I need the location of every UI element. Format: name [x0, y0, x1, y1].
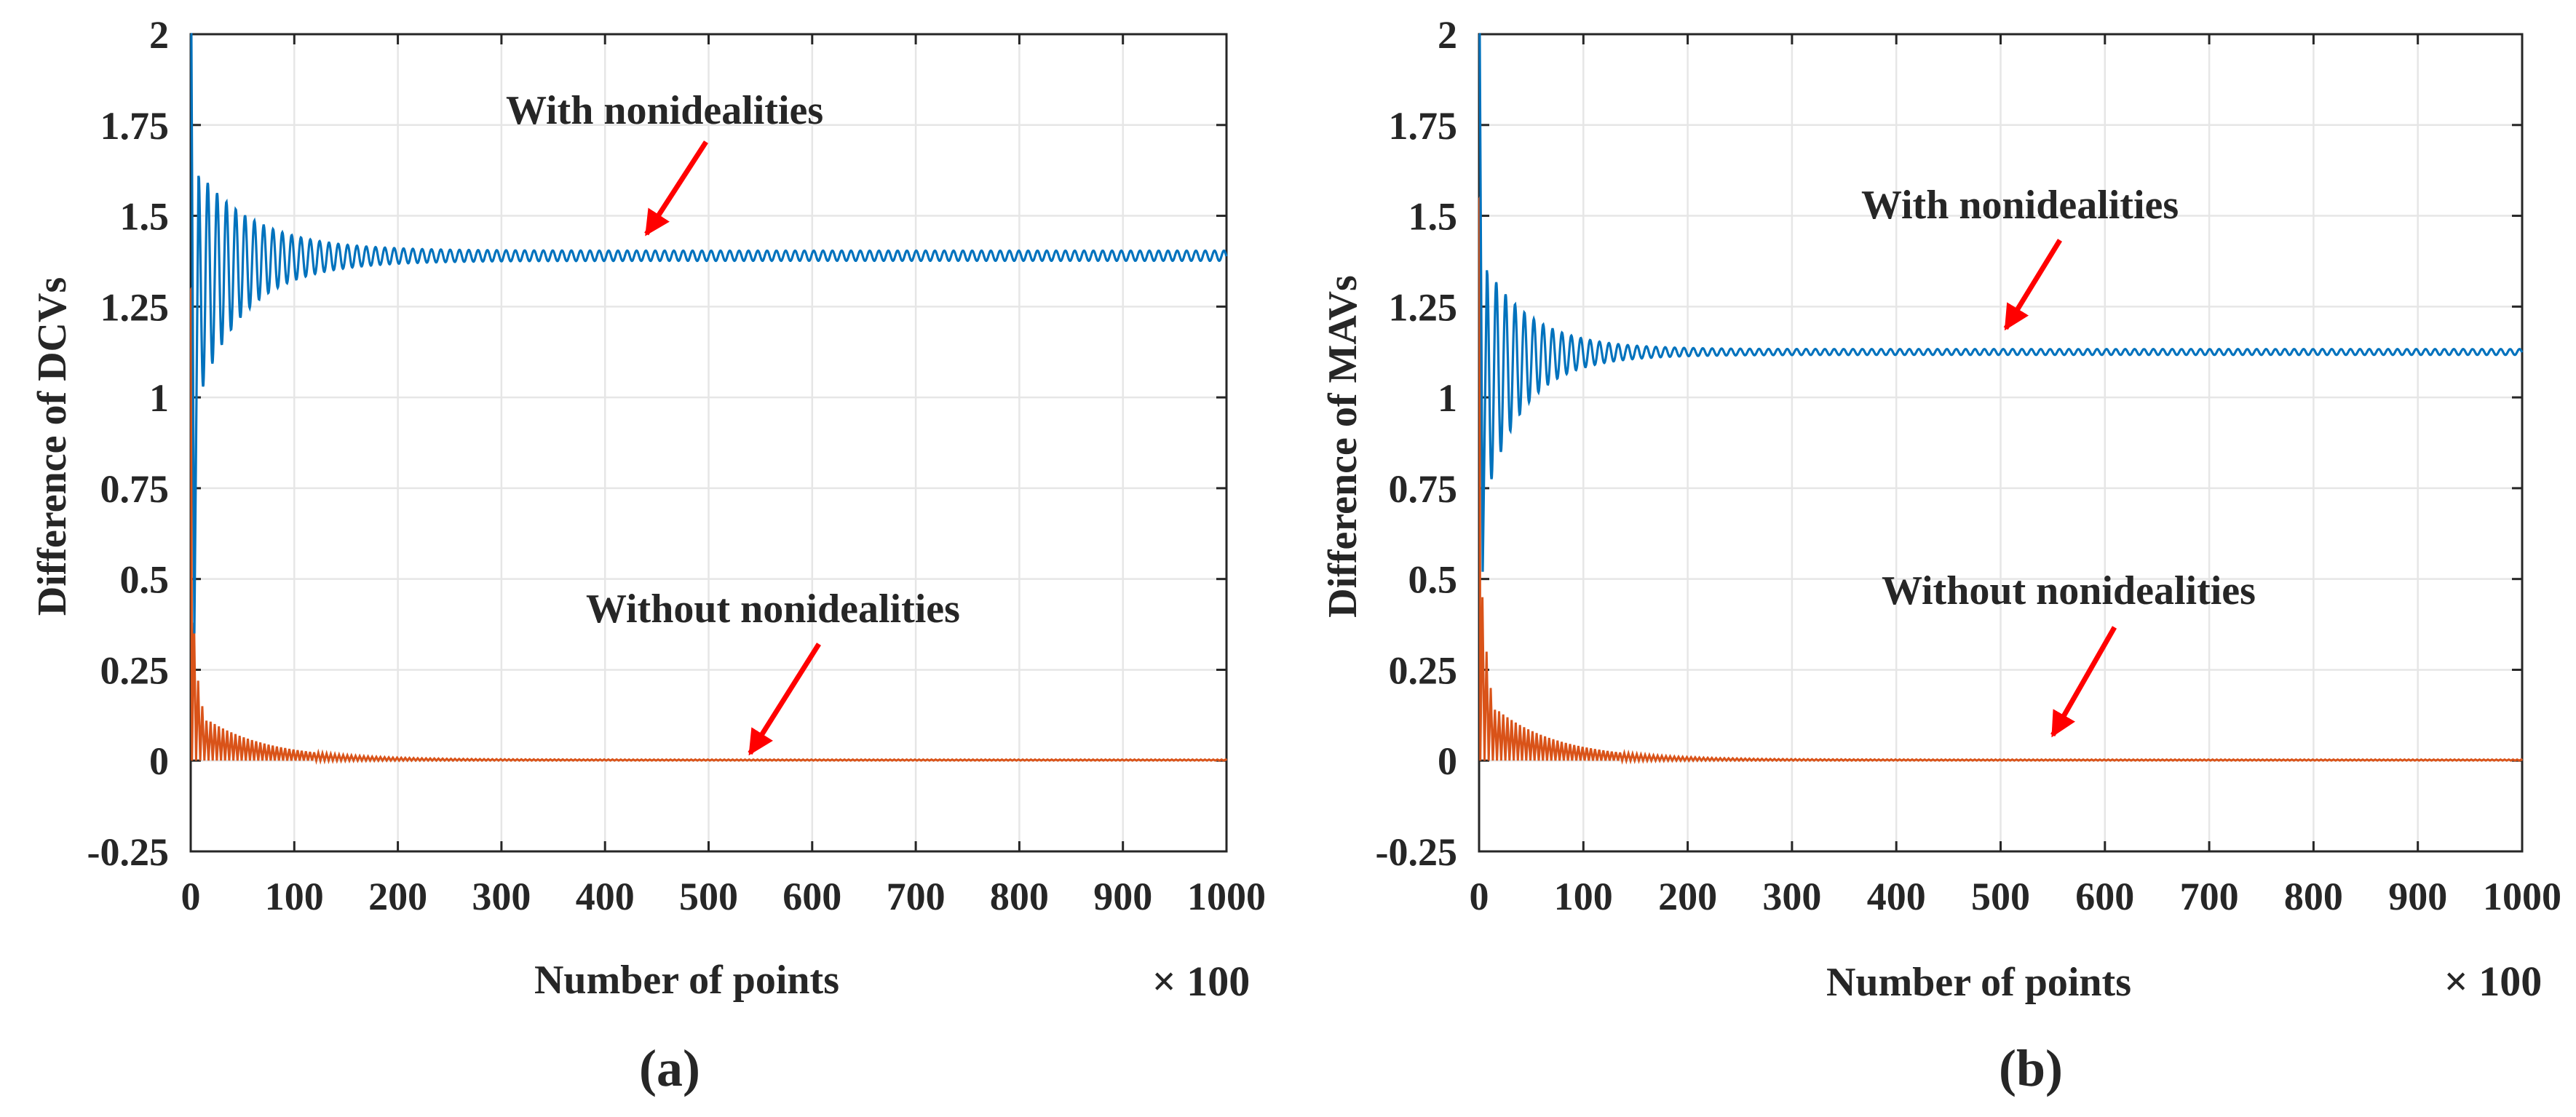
y-tick-label: 0: [149, 739, 169, 783]
x-tick-label: 0: [1470, 875, 1489, 918]
y-tick-label: 1: [149, 376, 169, 420]
series-with-nonidealities: [190, 33, 1228, 634]
x-tick-label: 100: [265, 875, 324, 918]
x-tick-labels: 0 100 200 300 400 500 600 700 800 900 1000: [181, 875, 1267, 918]
panel-label: (a): [639, 1039, 700, 1097]
annotation-arrow-without: [748, 643, 821, 756]
y-tick-label: 1.5: [120, 195, 170, 239]
x-tick-label: 300: [472, 875, 531, 918]
y-tick-label: -0.25: [87, 830, 169, 874]
x-tick-label: 400: [576, 875, 635, 918]
y-tick-label: 1.25: [1389, 285, 1458, 329]
series-without-nonidealities: [1478, 196, 2524, 765]
y-tick-label: 2: [149, 13, 169, 57]
x-tick-label: 900: [2388, 875, 2447, 918]
x-tick-label: 1000: [2483, 875, 2561, 918]
y-tick-label: 0.25: [100, 648, 170, 692]
y-tick-label: 1.75: [1389, 104, 1458, 148]
panel-a: 0 100 200 300 400 500 600 700 800 900 1000 -0.2500…: [30, 13, 1266, 1097]
x-tick-label: 400: [1867, 875, 1926, 918]
x-tick-label: 1000: [1187, 875, 1266, 918]
x-tick-label: 800: [2284, 875, 2343, 918]
y-tick-labels: -0.25 0 0.25 0.5 0.75 1 1.25 1.5 1.75 2: [87, 13, 169, 874]
y-tick-label: 2: [1438, 13, 1457, 57]
x-axis-label: Number of points: [534, 958, 839, 1003]
x-tick-label: 200: [1658, 875, 1717, 918]
y-axis-label: Difference of MAVs: [1320, 275, 1366, 618]
panel-label: (b): [1999, 1039, 2063, 1097]
grid-lines: [1479, 34, 2522, 851]
x-tick-label: 500: [1971, 875, 2030, 918]
x-tick-label: 100: [1554, 875, 1613, 918]
series-group: [1478, 33, 2524, 765]
series-with-nonidealities: [1478, 33, 2524, 572]
y-tick-label: 0.25: [1389, 648, 1458, 692]
y-tick-label: 1.75: [100, 104, 170, 148]
x-tick-label: 900: [1093, 875, 1152, 918]
x-axis-label: Number of points: [1826, 960, 2131, 1005]
grid-lines: [191, 34, 1226, 851]
annotation-without-nonidealities: Without nonidealities: [586, 587, 960, 632]
y-tick-label: 0: [1438, 739, 1457, 783]
y-tick-label: -0.25: [1376, 830, 1457, 874]
x-tick-label: 600: [2075, 875, 2134, 918]
annotation-arrow-with: [644, 140, 708, 236]
x-tick-label: 200: [368, 875, 427, 918]
x-tick-label: 700: [2180, 875, 2239, 918]
y-axis-label: Difference of DCVs: [30, 277, 75, 616]
tick-marks: [1478, 33, 2524, 853]
annotation-arrow-without: [2050, 626, 2117, 738]
y-tick-labels: -0.25 0 0.25 0.5 0.75 1 1.25 1.5 1.75 2: [1376, 13, 1457, 874]
x-multiplier-label: × 100: [2444, 958, 2543, 1005]
annotation-with-nonidealities: With nonidealities: [1861, 183, 2179, 228]
x-tick-label: 700: [887, 875, 946, 918]
x-tick-label: 600: [782, 875, 841, 918]
y-tick-label: 0.5: [1408, 558, 1458, 602]
y-tick-label: 0.75: [100, 467, 170, 511]
annotation-arrow-with: [2003, 239, 2062, 331]
x-multiplier-label: × 100: [1152, 958, 1251, 1005]
y-tick-label: 1: [1438, 376, 1457, 420]
x-tick-labels: 0 100 200 300 400 500 600 700 800 900 1000: [1470, 875, 2562, 918]
annotation-without-nonidealities: Without nonidealities: [1882, 568, 2256, 613]
x-tick-label: 300: [1762, 875, 1821, 918]
x-tick-label: 800: [990, 875, 1049, 918]
series-group: [190, 33, 1228, 766]
annotation-with-nonidealities: With nonidealities: [506, 88, 823, 133]
x-tick-label: 500: [679, 875, 738, 918]
y-tick-label: 1.5: [1408, 195, 1458, 239]
panel-b: 0 100 200 300 400 500 600 700 800 900 1000 -0.2500…: [1320, 13, 2561, 1097]
y-tick-label: 1.25: [100, 285, 170, 329]
series-without-nonidealities: [190, 287, 1228, 766]
x-tick-label: 0: [181, 875, 201, 918]
y-tick-label: 0.5: [120, 558, 170, 602]
y-tick-label: 0.75: [1389, 467, 1458, 511]
